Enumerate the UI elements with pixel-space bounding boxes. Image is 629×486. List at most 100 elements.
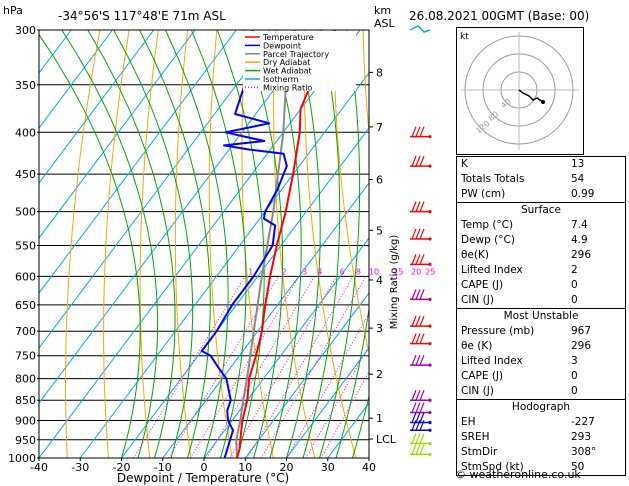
wind-barb-dot xyxy=(428,297,432,301)
wind-barb-flag xyxy=(419,228,425,240)
wet-adiabat-line xyxy=(165,30,229,458)
wind-barb xyxy=(410,333,432,346)
isotherm-line xyxy=(286,347,369,458)
legend-label: Dry Adiabat xyxy=(263,58,310,67)
pressure-tick-label: 650 xyxy=(15,299,36,312)
dewpoint-line xyxy=(200,30,288,458)
wind-barb-flag xyxy=(415,126,421,137)
temp-value: 7.4 xyxy=(571,219,588,231)
mixing-ratio-label: 25 xyxy=(425,267,435,276)
wind-barb xyxy=(410,420,432,432)
dry-adiabat-line xyxy=(65,30,101,458)
wind-barb-flag xyxy=(411,155,417,167)
temperature-tick-label: 10 xyxy=(238,461,252,474)
wind-barb-dot xyxy=(428,363,432,367)
pw-row: PW (cm) 0.99 xyxy=(457,187,625,202)
eh-label: EH xyxy=(461,416,476,428)
hodograph-ring-label: 80 xyxy=(487,109,501,122)
dry-adiabat-line xyxy=(174,30,192,458)
mu-li-value: 3 xyxy=(571,355,578,367)
dewp-row: Dewp (°C) 4.9 xyxy=(457,233,625,248)
wind-barb-flag xyxy=(419,412,425,423)
wind-barb-dot xyxy=(428,398,432,402)
eh-value: -227 xyxy=(571,416,595,428)
k-index-row: K 13 xyxy=(457,157,625,172)
dry-adiabat-line xyxy=(273,30,316,458)
mu-cin-value: 0 xyxy=(571,385,578,397)
pressure-tick-label: 450 xyxy=(15,168,36,181)
pw-value: 0.99 xyxy=(571,188,595,200)
wet-adiabat-line xyxy=(216,30,265,458)
wind-barb-flag xyxy=(415,444,421,455)
wind-barb-flag xyxy=(415,412,421,423)
isotherm-line xyxy=(39,30,237,294)
wind-barb-dot xyxy=(428,262,432,266)
mu-cin-label: CIN (J) xyxy=(461,385,494,397)
temperature-tick-label: 20 xyxy=(280,461,294,474)
wind-barb-dot xyxy=(428,410,432,415)
mixing-ratio-label: 2 xyxy=(282,267,287,276)
temperature-tick-label: -40 xyxy=(30,461,48,474)
mixing-ratio-line xyxy=(260,276,367,458)
mixing-ratio-label: 1 xyxy=(248,267,253,276)
km-tick-label: 7 xyxy=(376,121,383,134)
totals-label: Totals Totals xyxy=(461,173,525,185)
mu-li-row: Lifted Index 3 xyxy=(457,354,625,369)
wet-adiabat-line xyxy=(302,30,341,458)
legend-label: Isotherm xyxy=(263,75,299,84)
parcel-trajectory-line xyxy=(235,30,295,458)
wind-barb-flag xyxy=(411,390,417,401)
wind-barb-top xyxy=(409,25,431,33)
wind-barb-flag xyxy=(419,402,425,413)
pw-label: PW (cm) xyxy=(461,188,506,200)
dry-adiabat-line xyxy=(362,30,369,138)
temperature-tick-label: 30 xyxy=(321,461,335,474)
totals-row: Totals Totals 54 xyxy=(457,172,625,187)
wind-barb xyxy=(410,354,432,367)
totals-value: 54 xyxy=(571,173,585,185)
wind-barb-flag xyxy=(419,444,425,455)
indices-box-hodograph: Hodograph EH -227 SREH 293 StmDir 308° StmS… xyxy=(456,400,626,476)
pressure-tick-label: 700 xyxy=(15,325,36,338)
mixing-ratio-line xyxy=(286,312,369,458)
wet-adiabat-line xyxy=(319,30,361,458)
dry-adiabat-line xyxy=(139,30,159,458)
wind-barb-flag xyxy=(415,201,421,212)
wind-barb-flag xyxy=(411,433,417,444)
wind-barb-flag xyxy=(411,444,417,455)
asl-unit-label: ASL xyxy=(374,17,396,30)
wind-barb xyxy=(410,412,432,425)
wind-barb-flag xyxy=(419,254,425,265)
wind-barb-flag xyxy=(415,333,421,344)
km-tick-label: 3 xyxy=(376,322,383,335)
mixing-ratio-label: 15 xyxy=(393,267,403,276)
mu-theta-label: θe (K) xyxy=(461,340,493,352)
indices-panel: K 13 Totals Totals 54 PW (cm) 0.99 Surface … xyxy=(456,156,626,476)
storm-motion-marker xyxy=(541,100,545,104)
wind-barb-flag xyxy=(411,201,417,212)
wet-adiabat-line xyxy=(87,30,176,458)
temperature-tick-label: -20 xyxy=(113,461,131,474)
credit-text[interactable]: © weatheronline.co.uk xyxy=(455,468,581,481)
pressure-tick-label: 750 xyxy=(15,350,36,363)
wind-barb-flag xyxy=(415,433,421,444)
wet-adiabat-line xyxy=(335,305,369,458)
wind-barb-flag xyxy=(419,315,425,327)
wind-barb-flag xyxy=(419,201,425,212)
temperature-tick-label: 40 xyxy=(362,461,376,474)
stmdir-value: 308° xyxy=(571,446,597,458)
temperature-tick-label: -30 xyxy=(71,461,89,474)
location-title: -34°56'S 117°48'E 71m ASL xyxy=(58,9,226,23)
stmdir-label: StmDir xyxy=(461,446,498,458)
cape-row: CAPE (J) 0 xyxy=(457,278,625,293)
wind-barb-flag xyxy=(415,354,421,366)
dry-adiabat-line xyxy=(103,30,130,458)
wind-barb-flag xyxy=(415,390,421,401)
legend-label: Temperature xyxy=(262,33,314,42)
pressure-tick-label: 800 xyxy=(15,373,36,386)
li-label: Lifted Index xyxy=(461,264,523,276)
mixing-ratio-label: 3 xyxy=(302,267,307,276)
surface-title: Surface xyxy=(520,204,561,216)
wind-barb-dot xyxy=(428,420,432,425)
